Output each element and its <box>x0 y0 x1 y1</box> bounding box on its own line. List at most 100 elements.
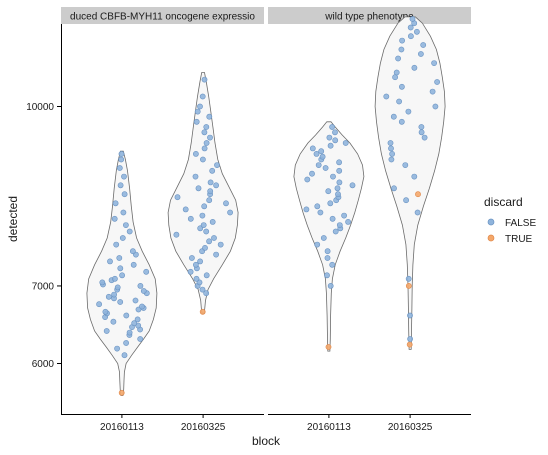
point-false <box>413 28 420 35</box>
facet-strip-label-2: wild type phenotype <box>324 12 414 23</box>
point-false <box>116 165 123 171</box>
point-true <box>118 389 125 396</box>
point-false <box>318 148 325 155</box>
point-false <box>383 93 390 100</box>
x-tick-label: 20160113 <box>307 422 351 433</box>
point-false <box>187 268 194 275</box>
violin-0-1 <box>167 72 239 314</box>
point-false <box>123 222 129 228</box>
point-false <box>326 134 333 141</box>
point-false <box>117 299 124 305</box>
point-false <box>105 293 112 300</box>
point-false <box>396 98 402 105</box>
point-false <box>398 118 405 125</box>
point-false <box>303 206 310 213</box>
point-false <box>411 64 418 71</box>
legend-title: discard <box>484 195 523 209</box>
point-false <box>209 167 216 174</box>
point-false <box>405 108 412 115</box>
point-false <box>407 33 414 40</box>
point-false <box>203 272 210 279</box>
violin-1-0 <box>293 121 365 352</box>
point-false <box>206 113 213 120</box>
x-tick-label: 20160325 <box>388 422 433 433</box>
point-false <box>309 145 316 152</box>
point-false <box>407 24 414 31</box>
point-false <box>139 303 145 310</box>
point-false <box>174 194 181 201</box>
point-false <box>399 37 405 44</box>
point-false <box>429 88 436 95</box>
facet-strip-label-1: duced CBFB-MYH11 oncogene expressio <box>70 12 255 23</box>
point-false <box>398 46 405 53</box>
point-false <box>411 173 418 180</box>
point-false <box>389 150 395 157</box>
point-false <box>117 265 124 272</box>
point-false <box>432 103 439 110</box>
point-false <box>126 228 133 235</box>
point-false <box>192 173 199 180</box>
point-false <box>114 345 120 352</box>
point-false <box>391 185 397 192</box>
point-false <box>203 140 210 146</box>
point-false <box>395 55 401 62</box>
point-false <box>199 212 206 219</box>
point-false <box>211 235 217 241</box>
point-false <box>143 268 150 275</box>
point-false <box>129 248 136 255</box>
point-false <box>137 282 144 289</box>
point-false <box>200 222 207 228</box>
point-false <box>213 182 219 189</box>
x-tick-label: 20160113 <box>100 422 144 433</box>
point-false <box>388 145 394 152</box>
point-false <box>203 124 210 130</box>
point-false <box>110 318 117 325</box>
point-false <box>96 301 102 308</box>
point-false <box>197 258 203 265</box>
x-axis-ticks: 20160113 20160325 20160113 20160325 <box>100 414 433 433</box>
point-true <box>405 282 412 289</box>
point-false <box>203 228 210 235</box>
point-false <box>418 124 425 130</box>
point-false <box>206 197 213 204</box>
point-false <box>126 329 133 336</box>
facet-strip-1 <box>61 7 264 24</box>
point-false <box>388 156 395 163</box>
point-false <box>99 279 106 286</box>
point-false <box>324 272 330 279</box>
point-false <box>119 272 125 279</box>
point-false <box>112 200 119 207</box>
point-false <box>329 215 336 222</box>
point-true <box>415 191 421 198</box>
point-false <box>187 215 194 222</box>
point-false <box>119 235 126 241</box>
point-false <box>315 162 322 168</box>
point-false <box>116 255 123 261</box>
point-false <box>327 282 334 289</box>
facet-strip-2 <box>268 7 471 24</box>
point-false <box>199 93 206 100</box>
point-false <box>387 140 394 146</box>
point-false <box>319 153 326 160</box>
point-false <box>193 275 200 282</box>
point-false <box>336 222 343 228</box>
point-false <box>329 261 336 268</box>
point-false <box>192 261 199 268</box>
point-false <box>213 251 219 258</box>
point-false <box>192 150 199 157</box>
point-false <box>334 185 341 192</box>
point-false <box>418 129 425 136</box>
point-false <box>335 191 341 198</box>
point-false <box>197 103 203 110</box>
point-false <box>207 188 214 195</box>
point-false <box>332 228 339 235</box>
point-false <box>417 51 424 57</box>
point-false <box>217 241 224 248</box>
point-false <box>199 286 206 293</box>
point-false <box>121 191 128 198</box>
point-false <box>195 185 202 192</box>
point-false <box>390 113 397 120</box>
point-false <box>330 173 336 180</box>
point-false <box>402 162 409 168</box>
point-false <box>421 134 428 141</box>
